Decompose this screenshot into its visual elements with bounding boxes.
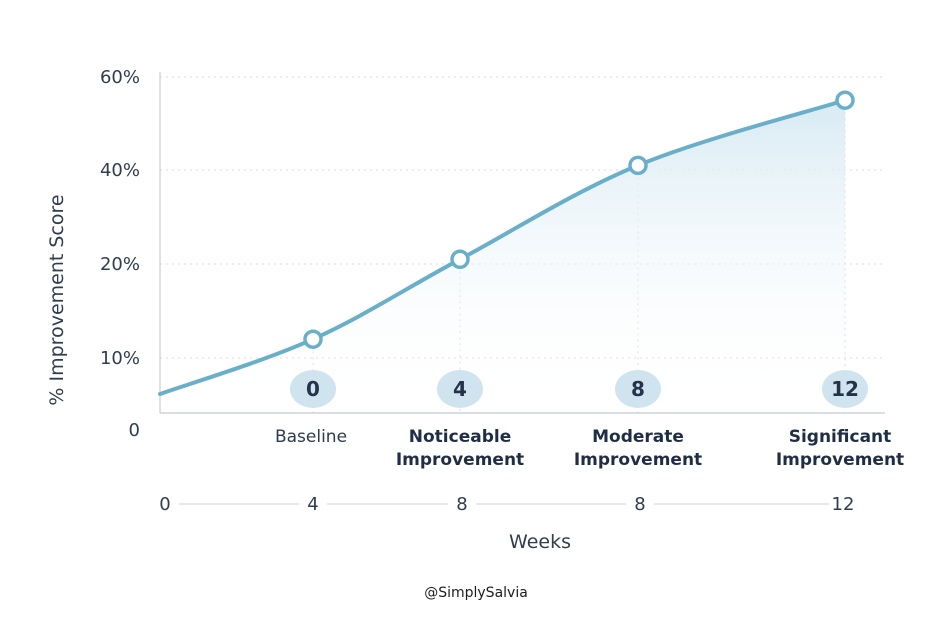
week-tick-label: 8	[634, 494, 645, 515]
stage-label: Moderate	[592, 427, 684, 447]
area-fill	[160, 100, 845, 413]
y-tick-label: 40%	[100, 160, 140, 181]
y-tick-label: 0	[129, 420, 140, 441]
weeks-axis: 0 4 8 8 12	[159, 494, 854, 515]
week-badge-label: 12	[831, 377, 859, 401]
week-tick-label: 0	[159, 494, 170, 515]
stage-label: Improvement	[574, 450, 702, 470]
credit-watermark: @SimplySalvia	[424, 585, 528, 601]
week-badge-label: 8	[631, 377, 645, 401]
data-points	[303, 90, 855, 349]
data-point-marker	[303, 329, 323, 349]
series-line-path	[158, 98, 847, 396]
y-tick-label: 20%	[100, 254, 140, 275]
axes: 0 10% 20% 40% 60%	[100, 67, 885, 441]
stage-label: Significant	[789, 427, 892, 447]
x-axis-label: Weeks	[509, 531, 571, 553]
week-tick-label: 4	[307, 494, 318, 515]
week-badge-label: 4	[453, 377, 467, 401]
data-point-marker	[450, 249, 470, 270]
week-badges: 0 4 8 12	[290, 370, 868, 408]
stage-labels: Baseline Noticeable Improvement Moderate Imp…	[275, 427, 904, 470]
week-badge	[290, 370, 336, 408]
data-point-marker	[628, 155, 648, 176]
stage-label: Improvement	[776, 450, 904, 470]
y-tick-label: 60%	[100, 67, 140, 88]
week-badge	[822, 370, 868, 408]
stage-label: Noticeable	[409, 427, 511, 447]
series-line	[158, 98, 847, 396]
week-tick-label: 8	[456, 494, 467, 515]
y-axis-label: % Improvement Score	[46, 194, 68, 405]
week-badge-label: 0	[306, 377, 320, 401]
y-tick-label: 10%	[100, 348, 140, 369]
week-badge	[437, 370, 483, 408]
week-tick-label: 12	[832, 494, 855, 515]
data-point-marker	[835, 90, 855, 110]
week-badge	[615, 370, 661, 408]
stage-label: Baseline	[275, 427, 347, 447]
stage-label: Improvement	[396, 450, 524, 470]
area-under-curve	[160, 100, 845, 413]
